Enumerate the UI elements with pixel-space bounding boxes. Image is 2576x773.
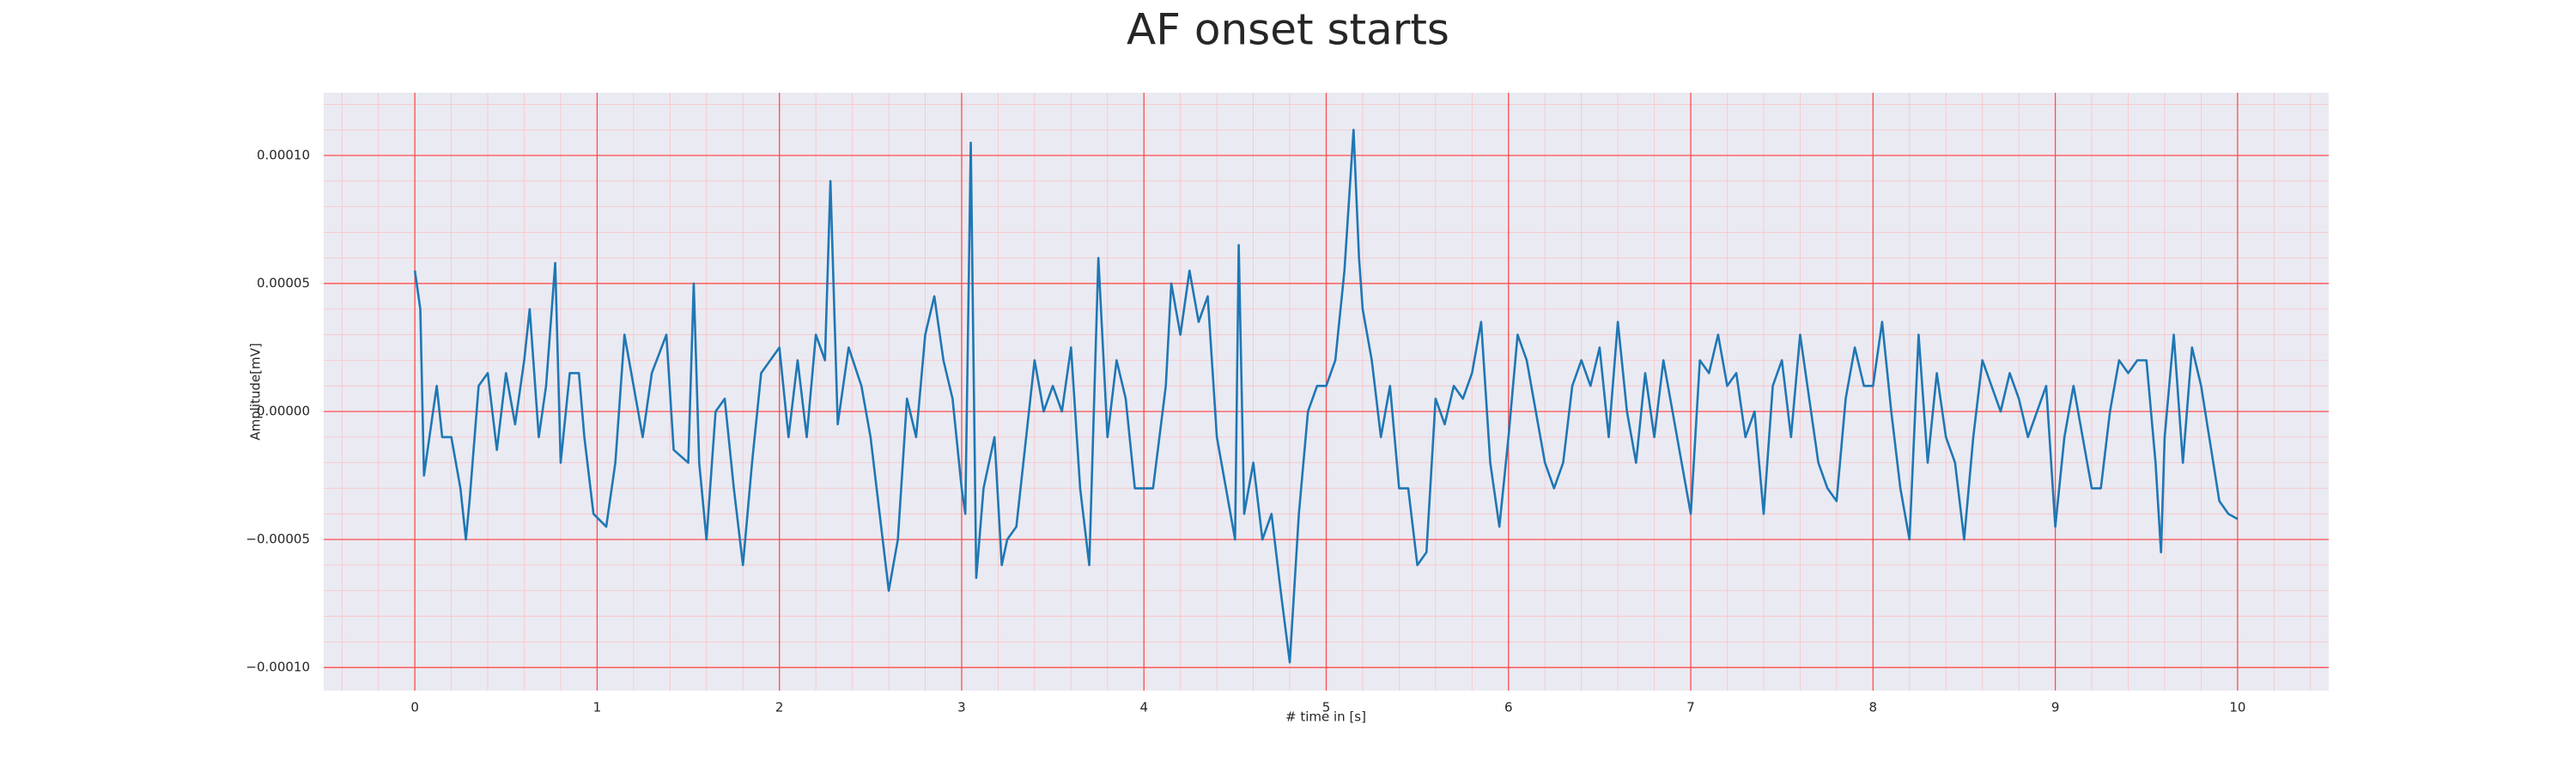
x-axis-label: # time in [s]	[1285, 709, 1366, 725]
y-tick-label: −0.00005	[246, 532, 310, 547]
x-tick-label: 1	[593, 700, 602, 715]
x-tick-label: 3	[957, 700, 966, 715]
x-tick-label: 2	[775, 700, 784, 715]
x-tick-label: 10	[2229, 700, 2245, 715]
marks	[413, 128, 2239, 664]
x-tick-label: 4	[1139, 700, 1148, 715]
x-tick-label: 8	[1869, 700, 1878, 715]
x-tick-label: 9	[2051, 700, 2060, 715]
x-tick-label: 6	[1504, 700, 1513, 715]
x-tick-label: 0	[410, 700, 419, 715]
y-tick-label: 0.00005	[257, 276, 310, 291]
x-tick-label: 5	[1322, 700, 1331, 715]
y-tick-label: 0.00000	[257, 404, 310, 419]
y-tick-label: 0.00010	[257, 148, 310, 163]
labels: 0 1 2 3 4 5 6 7 8 9 10 −0.00010 −0.00005 0.00000 0.000…	[246, 148, 2245, 715]
x-tick-label: 7	[1686, 700, 1695, 715]
signal-line	[413, 128, 2239, 664]
y-tick-label: −0.00010	[246, 660, 310, 675]
chart-title: AF onset starts	[1127, 5, 1449, 55]
y-axis-label: Amplitude[mV]	[248, 343, 264, 440]
